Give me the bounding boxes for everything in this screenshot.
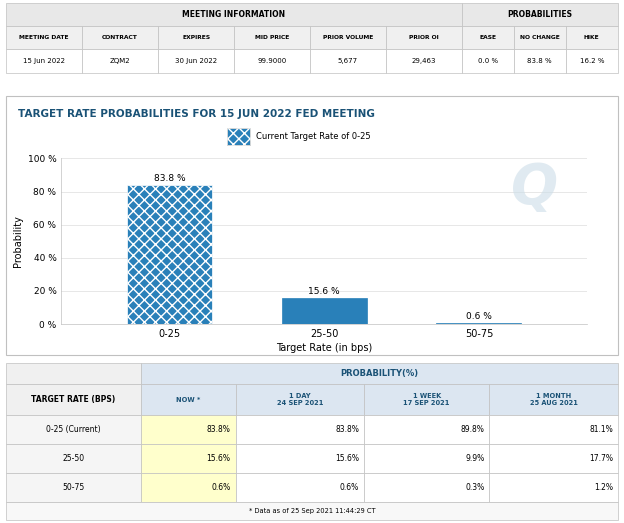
Text: 83.8%: 83.8%: [335, 425, 359, 434]
Bar: [386, 49, 462, 73]
Bar: [6, 363, 141, 384]
Bar: [141, 445, 236, 473]
Text: 50-75: 50-75: [62, 483, 85, 492]
Text: 15 Jun 2022: 15 Jun 2022: [23, 58, 65, 64]
Text: NOW *: NOW *: [176, 396, 200, 403]
Bar: [236, 415, 364, 445]
Text: NO CHANGE: NO CHANGE: [520, 35, 560, 40]
Text: 1.2%: 1.2%: [594, 483, 613, 492]
Text: 9.9%: 9.9%: [466, 454, 484, 463]
Text: 83.8 %: 83.8 %: [154, 174, 185, 183]
Text: Current Target Rate of 0-25: Current Target Rate of 0-25: [256, 132, 371, 141]
Bar: [6, 445, 141, 473]
Text: 83.8%: 83.8%: [207, 425, 231, 434]
Bar: [158, 26, 234, 49]
Text: 89.8%: 89.8%: [461, 425, 484, 434]
Text: 16.2 %: 16.2 %: [580, 58, 604, 64]
Y-axis label: Probability: Probability: [14, 215, 24, 267]
Text: 25-50: 25-50: [62, 454, 85, 463]
Text: 0.3%: 0.3%: [466, 483, 484, 492]
Bar: [227, 128, 250, 145]
Text: MEETING DATE: MEETING DATE: [19, 35, 69, 40]
Bar: [566, 49, 618, 73]
Text: TARGET RATE (BPS): TARGET RATE (BPS): [31, 395, 115, 404]
Bar: [281, 298, 367, 324]
Text: CONTRACT: CONTRACT: [102, 35, 138, 40]
Bar: [6, 26, 82, 49]
Bar: [141, 384, 236, 415]
Bar: [310, 26, 386, 49]
Text: 17.7%: 17.7%: [589, 454, 613, 463]
Bar: [236, 473, 364, 502]
Text: MEETING INFORMATION: MEETING INFORMATION: [182, 10, 286, 19]
Bar: [127, 185, 212, 324]
Bar: [462, 3, 618, 26]
Text: 29,463: 29,463: [412, 58, 436, 64]
Bar: [6, 415, 141, 445]
Bar: [6, 3, 462, 26]
Bar: [489, 445, 618, 473]
Text: 15.6%: 15.6%: [335, 454, 359, 463]
Bar: [141, 473, 236, 502]
Text: EASE: EASE: [479, 35, 496, 40]
Text: Q: Q: [511, 161, 558, 215]
Text: 30 Jun 2022: 30 Jun 2022: [175, 58, 217, 64]
Bar: [82, 26, 158, 49]
Text: PROBABILITIES: PROBABILITIES: [507, 10, 572, 19]
Text: 0.6%: 0.6%: [212, 483, 231, 492]
Text: PROBABILITY(%): PROBABILITY(%): [340, 369, 418, 378]
Text: 1 MONTH
25 AUG 2021: 1 MONTH 25 AUG 2021: [530, 393, 577, 406]
Text: * Data as of 25 Sep 2021 11:44:29 CT: * Data as of 25 Sep 2021 11:44:29 CT: [249, 508, 375, 514]
Bar: [514, 49, 566, 73]
Text: 1 WEEK
17 SEP 2021: 1 WEEK 17 SEP 2021: [404, 393, 450, 406]
Bar: [6, 384, 141, 415]
Text: 81.1%: 81.1%: [589, 425, 613, 434]
Bar: [514, 26, 566, 49]
Bar: [364, 384, 489, 415]
Bar: [566, 26, 618, 49]
Bar: [158, 49, 234, 73]
Bar: [234, 49, 310, 73]
Bar: [364, 415, 489, 445]
Bar: [310, 49, 386, 73]
Bar: [6, 502, 618, 520]
Text: 15.6%: 15.6%: [207, 454, 231, 463]
Bar: [489, 384, 618, 415]
Bar: [489, 415, 618, 445]
Bar: [386, 26, 462, 49]
Bar: [141, 415, 236, 445]
Bar: [236, 384, 364, 415]
Bar: [364, 473, 489, 502]
Text: 5,677: 5,677: [338, 58, 358, 64]
Text: PRIOR OI: PRIOR OI: [409, 35, 439, 40]
Bar: [236, 445, 364, 473]
Bar: [489, 473, 618, 502]
Text: HIKE: HIKE: [584, 35, 600, 40]
Text: 83.8 %: 83.8 %: [527, 58, 552, 64]
Text: TARGET RATE PROBABILITIES FOR 15 JUN 2022 FED MEETING: TARGET RATE PROBABILITIES FOR 15 JUN 202…: [19, 109, 376, 119]
Text: 99.9000: 99.9000: [257, 58, 286, 64]
Bar: [364, 445, 489, 473]
Bar: [462, 49, 514, 73]
Text: 15.6 %: 15.6 %: [308, 287, 340, 295]
Bar: [436, 323, 522, 324]
Bar: [234, 26, 310, 49]
Text: 0.0 %: 0.0 %: [478, 58, 498, 64]
Bar: [227, 128, 250, 145]
Bar: [141, 363, 618, 384]
Bar: [462, 26, 514, 49]
Text: ZQM2: ZQM2: [110, 58, 130, 64]
Text: PRIOR VOLUME: PRIOR VOLUME: [323, 35, 373, 40]
Bar: [82, 49, 158, 73]
Text: 0.6 %: 0.6 %: [466, 312, 492, 321]
Text: 1 DAY
24 SEP 2021: 1 DAY 24 SEP 2021: [276, 393, 323, 406]
Text: 0-25 (Current): 0-25 (Current): [46, 425, 101, 434]
Text: EXPIRES: EXPIRES: [182, 35, 210, 40]
Bar: [6, 473, 141, 502]
Bar: [6, 49, 82, 73]
Text: 0.6%: 0.6%: [340, 483, 359, 492]
Text: MID PRICE: MID PRICE: [255, 35, 289, 40]
X-axis label: Target Rate (in bps): Target Rate (in bps): [276, 343, 373, 353]
